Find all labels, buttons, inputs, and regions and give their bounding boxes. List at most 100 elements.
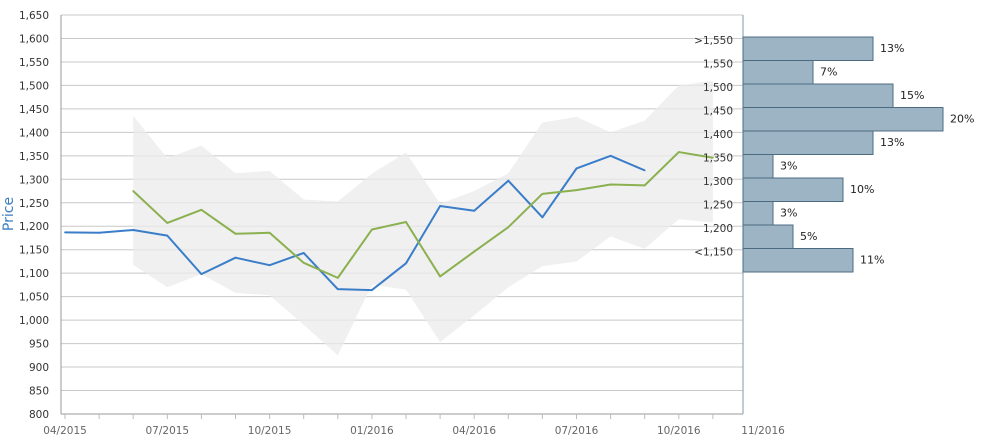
y-tick-label: 950 bbox=[29, 339, 49, 351]
series-2-point bbox=[336, 276, 339, 279]
y-tick-label: 1,150 bbox=[19, 245, 49, 257]
x-tick-label: 11/2016 bbox=[741, 425, 785, 437]
histogram-percent-label: 15% bbox=[900, 89, 924, 102]
y-tick-label: 850 bbox=[29, 386, 49, 398]
histogram-bin-label: 1,500 bbox=[703, 82, 733, 94]
series-1-point bbox=[473, 209, 476, 212]
series-1-point bbox=[507, 179, 510, 182]
series-2-point bbox=[302, 261, 305, 264]
series-1-point bbox=[575, 167, 578, 170]
histogram-bar bbox=[742, 154, 774, 179]
series-1-point bbox=[200, 273, 203, 276]
histogram-percent-label: 13% bbox=[880, 136, 904, 149]
series-2-point bbox=[166, 222, 169, 224]
histogram-percent-label: 3% bbox=[780, 160, 797, 173]
histogram-bar bbox=[742, 107, 944, 132]
y-tick-label: 1,450 bbox=[19, 104, 49, 116]
series-2-point bbox=[575, 189, 578, 191]
y-tick-label: 1,600 bbox=[19, 33, 49, 45]
x-tick-label: 04/2015 bbox=[43, 425, 87, 437]
series-1-point bbox=[336, 288, 339, 291]
y-tick-label: 800 bbox=[29, 409, 49, 421]
x-tick-label: 01/2016 bbox=[350, 425, 394, 437]
histogram-bar bbox=[742, 201, 774, 226]
histogram-percent-label: 7% bbox=[820, 66, 837, 79]
price-series bbox=[64, 151, 714, 292]
histogram-bar bbox=[742, 130, 874, 155]
y-tick-label: 1,300 bbox=[19, 174, 49, 186]
y-tick-label: 1,650 bbox=[19, 10, 49, 22]
histogram-percent-label: 10% bbox=[850, 183, 874, 196]
histogram-percent-label: 3% bbox=[780, 207, 797, 220]
histogram-bar bbox=[742, 248, 854, 273]
histogram-bin-label: 1,300 bbox=[703, 176, 733, 188]
series-1-point bbox=[609, 154, 612, 157]
x-tick-label: 07/2015 bbox=[145, 425, 189, 437]
histogram-bar bbox=[742, 36, 874, 61]
series-1-point bbox=[98, 231, 100, 234]
series-1-point bbox=[234, 256, 237, 259]
series-2-point bbox=[677, 151, 680, 153]
series-2-point bbox=[132, 190, 135, 192]
series-1-point bbox=[166, 234, 169, 237]
series-2-point bbox=[371, 228, 373, 231]
series-1-point bbox=[132, 229, 135, 231]
histogram-bin-label: 1,200 bbox=[703, 223, 733, 235]
series-2-point bbox=[473, 250, 476, 253]
y-axis-title: Price bbox=[1, 197, 17, 231]
histogram-bin-label: 1,400 bbox=[703, 129, 733, 141]
distribution-histogram: 13% >1,550 7% 1,550 15% 1,500 20% 1,450 13% 1,400… bbox=[694, 35, 974, 273]
x-tick-label: 10/2016 bbox=[657, 425, 701, 437]
y-tick-label: 1,100 bbox=[19, 268, 49, 280]
y-tick-label: 1,200 bbox=[19, 221, 49, 233]
x-tick-label: 04/2016 bbox=[452, 425, 496, 437]
series-line-1 bbox=[64, 154, 646, 292]
x-tick-label: 07/2016 bbox=[555, 425, 599, 437]
histogram-bar bbox=[742, 177, 844, 202]
tick-labels: 800 850 900 950 1,000 1,050 1,100 1,150 1,200 1,2… bbox=[19, 10, 785, 437]
histogram-percent-label: 20% bbox=[950, 113, 974, 126]
histogram-bin-label: >1,550 bbox=[694, 35, 733, 47]
series-1-point bbox=[643, 169, 646, 172]
series-1-point bbox=[405, 262, 407, 265]
y-tick-label: 1,400 bbox=[19, 127, 49, 139]
series-2-point bbox=[234, 232, 237, 235]
y-tick-label: 900 bbox=[29, 362, 49, 374]
x-tick-label: 10/2015 bbox=[248, 425, 292, 437]
series-1-point bbox=[439, 205, 441, 207]
y-tick-label: 1,550 bbox=[19, 57, 49, 69]
histogram-percent-label: 13% bbox=[880, 42, 904, 55]
histogram-bar bbox=[742, 83, 894, 108]
y-tick-label: 1,250 bbox=[19, 198, 49, 210]
histogram-bin-label: 1,550 bbox=[703, 59, 733, 71]
histogram-percent-label: 5% bbox=[800, 230, 817, 243]
series-2-point bbox=[609, 183, 612, 186]
series-2-point bbox=[268, 231, 271, 234]
series-2-point bbox=[507, 226, 510, 229]
series-1-point bbox=[268, 264, 271, 267]
series-1-point bbox=[371, 289, 373, 291]
histogram-percent-label: 11% bbox=[860, 254, 884, 267]
histogram-bin-label: 1,250 bbox=[703, 200, 733, 212]
y-tick-label: 1,500 bbox=[19, 80, 49, 92]
range-band-area bbox=[133, 80, 713, 356]
histogram-bar bbox=[742, 224, 794, 249]
series-2-point bbox=[200, 208, 203, 211]
forecast-range-band bbox=[133, 80, 713, 356]
y-tick-label: 1,050 bbox=[19, 292, 49, 304]
histogram-bin-label: 1,450 bbox=[703, 106, 733, 118]
series-2-point bbox=[405, 221, 407, 223]
series-2-point bbox=[643, 184, 646, 187]
histogram-bin-label: <1,150 bbox=[694, 247, 733, 259]
series-1-point bbox=[541, 216, 544, 219]
series-1-point bbox=[302, 252, 305, 254]
series-1-point bbox=[64, 231, 66, 234]
series-2-point bbox=[439, 275, 441, 278]
series-2-point bbox=[541, 192, 544, 195]
series-2-point bbox=[712, 156, 714, 159]
histogram-bin-label: 1,350 bbox=[703, 153, 733, 165]
y-tick-label: 1,350 bbox=[19, 151, 49, 163]
histogram-bar bbox=[742, 60, 814, 85]
